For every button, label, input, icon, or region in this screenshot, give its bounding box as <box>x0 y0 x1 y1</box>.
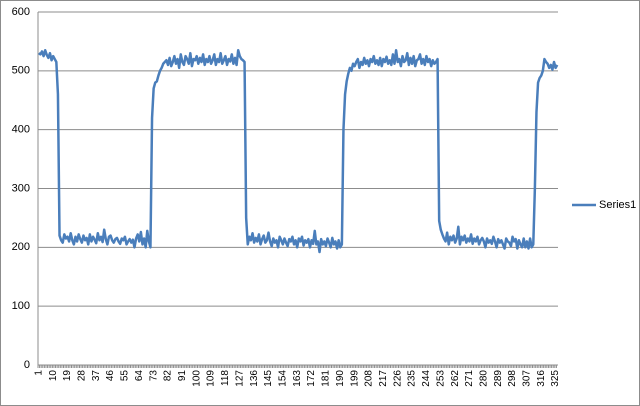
x-tick-label: 73 <box>148 370 159 382</box>
x-tick-label: 307 <box>522 370 533 387</box>
x-tick-label: 100 <box>191 370 202 387</box>
x-tick-label: 136 <box>249 370 260 387</box>
x-tick-label: 10 <box>48 370 59 382</box>
x-tick-label: 217 <box>378 370 389 387</box>
x-tick-label: 208 <box>364 370 375 387</box>
series-line <box>38 48 559 254</box>
x-tick-label: 289 <box>493 370 504 387</box>
x-tick-label: 181 <box>321 370 332 387</box>
x-tick-label: 118 <box>220 370 231 386</box>
x-tick-label: 163 <box>292 370 303 387</box>
x-tick-label: 316 <box>536 370 547 387</box>
x-tick-label: 55 <box>120 370 131 382</box>
x-tick-label: 244 <box>421 370 432 387</box>
x-tick-label: 127 <box>234 370 245 387</box>
x-tick-label: 28 <box>77 370 88 382</box>
legend-label: Series1 <box>599 199 636 211</box>
x-tick-label: 109 <box>206 370 217 387</box>
x-tick-label: 280 <box>478 370 489 387</box>
y-tick-label: 100 <box>12 300 30 312</box>
y-tick-label: 600 <box>12 6 30 18</box>
x-tick-label: 19 <box>62 370 73 382</box>
x-tick-label: 46 <box>105 370 116 382</box>
y-tick-label: 0 <box>24 359 30 371</box>
x-tick-label: 262 <box>450 370 461 387</box>
x-tick-label: 325 <box>550 370 561 387</box>
x-tick-label: 235 <box>407 370 418 387</box>
x-tick-label: 298 <box>507 370 518 387</box>
x-tick-label: 190 <box>335 370 346 387</box>
x-tick-label: 226 <box>392 370 403 387</box>
y-tick-label: 500 <box>12 65 30 77</box>
x-tick-label: 253 <box>435 370 446 387</box>
x-tick-label: 154 <box>277 370 288 387</box>
x-tick-label: 91 <box>177 370 188 382</box>
x-tick-label: 172 <box>306 370 317 387</box>
y-tick-label: 300 <box>12 182 30 194</box>
x-tick-label: 145 <box>263 370 274 387</box>
x-tick-label: 271 <box>464 370 475 387</box>
y-tick-label: 400 <box>12 124 30 136</box>
x-tick-label: 37 <box>91 370 102 382</box>
x-tick-label: 199 <box>349 370 360 387</box>
y-tick-label: 200 <box>12 241 30 253</box>
x-tick-label: 82 <box>163 370 174 382</box>
x-tick-label: 64 <box>134 370 145 382</box>
x-tick-label: 1 <box>33 370 44 376</box>
